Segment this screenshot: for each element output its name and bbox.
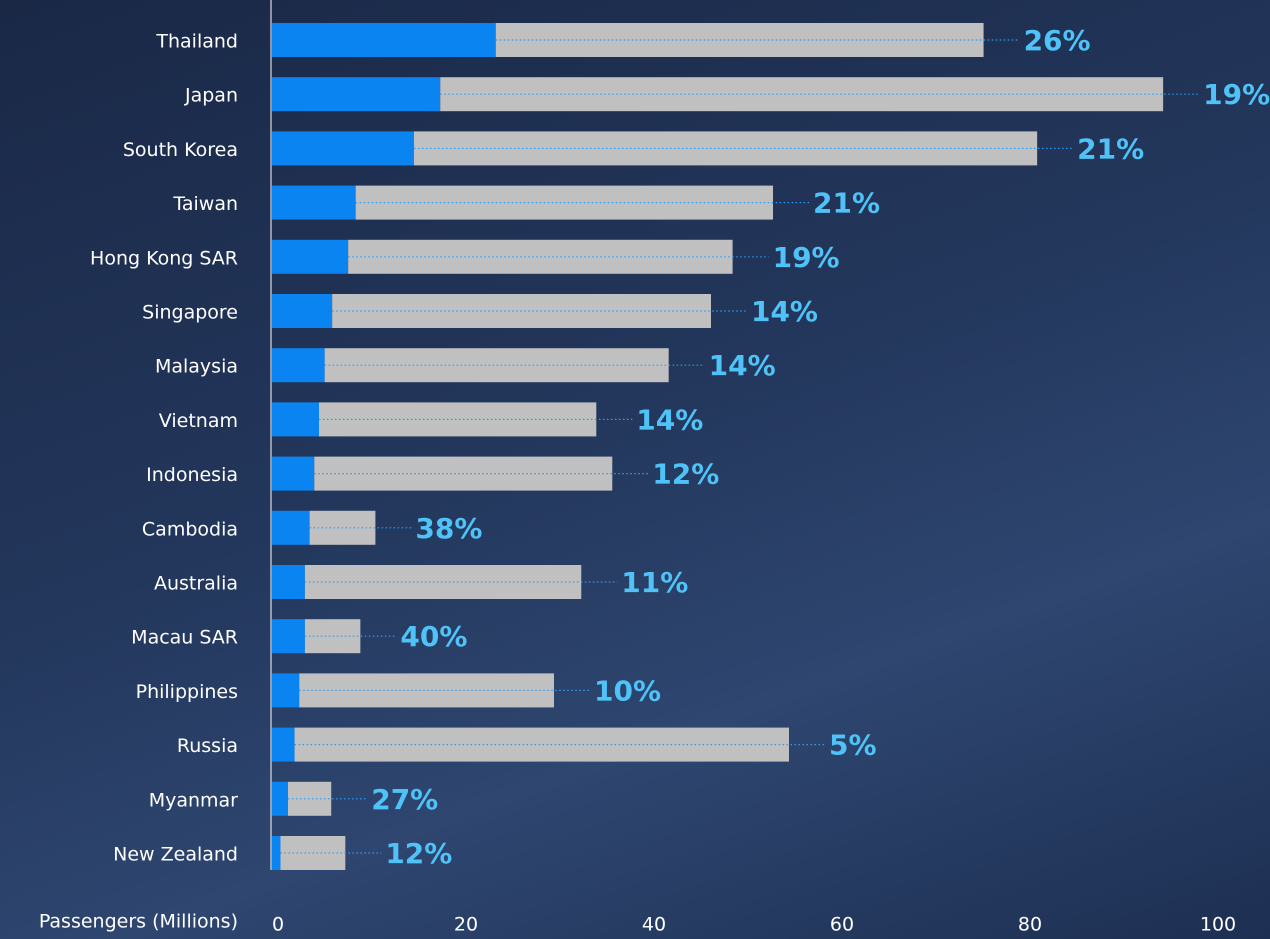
bar-segment xyxy=(272,727,295,762)
bar-segment xyxy=(272,565,305,599)
percent-label: 14% xyxy=(709,349,776,382)
bar-segment xyxy=(272,239,349,274)
y-tick-label: Malaysia xyxy=(155,356,238,378)
y-tick-label: Philippines xyxy=(136,681,238,703)
y-tick-label: Singapore xyxy=(142,302,238,324)
bar-segment xyxy=(272,348,325,383)
y-tick-label: Taiwan xyxy=(172,193,238,215)
bar-segment xyxy=(272,836,281,870)
bar-segment xyxy=(272,185,356,220)
y-tick-label: Australia xyxy=(154,573,238,595)
x-tick-label: 80 xyxy=(1018,914,1042,936)
y-tick-label: Macau SAR xyxy=(131,627,238,649)
x-tick-label: 40 xyxy=(642,914,666,936)
y-tick-label: New Zealand xyxy=(113,844,238,866)
y-tick-label: South Korea xyxy=(123,139,238,161)
bar-segment xyxy=(304,565,582,599)
bar-segment xyxy=(413,131,1038,166)
bar-segment xyxy=(272,781,288,816)
bar-segment xyxy=(319,402,597,437)
bar-segment xyxy=(272,23,496,57)
percent-label: 40% xyxy=(400,620,467,653)
percent-label: 19% xyxy=(773,241,840,274)
percent-label: 27% xyxy=(371,783,438,816)
percent-label: 11% xyxy=(621,566,688,599)
y-tick-label: Thailand xyxy=(155,31,238,53)
y-tick-label: Russia xyxy=(177,735,238,757)
x-tick-label: 0 xyxy=(272,914,284,936)
percent-label: 19% xyxy=(1203,78,1270,111)
bar-segment xyxy=(272,131,414,166)
bar-segment xyxy=(272,77,441,112)
x-axis-title: Passengers (Millions) xyxy=(39,911,238,933)
percent-label: 12% xyxy=(652,458,719,491)
y-tick-label: Hong Kong SAR xyxy=(90,247,238,269)
percent-label: 21% xyxy=(1077,132,1144,165)
percent-label: 5% xyxy=(829,729,877,762)
bar-segment xyxy=(272,619,305,654)
bar-segment xyxy=(272,456,315,491)
percent-label: 38% xyxy=(415,512,482,545)
percent-label: 10% xyxy=(594,674,661,707)
x-tick-label: 60 xyxy=(830,914,854,936)
percent-label: 14% xyxy=(636,403,703,436)
y-tick-label: Indonesia xyxy=(146,464,238,486)
percent-label: 12% xyxy=(385,837,452,870)
y-tick-label: Cambodia xyxy=(142,518,238,540)
y-tick-label: Myanmar xyxy=(149,789,238,811)
y-tick-label: Vietnam xyxy=(159,410,238,432)
y-tick-label: Japan xyxy=(184,85,238,107)
percent-label: 14% xyxy=(751,295,818,328)
bar-segment xyxy=(272,510,310,545)
bar-segment xyxy=(272,402,319,437)
percent-label: 26% xyxy=(1024,24,1091,57)
bar-segment xyxy=(272,673,300,708)
percent-label: 21% xyxy=(813,187,880,220)
bar-segment xyxy=(272,294,333,328)
x-tick-label: 100 xyxy=(1200,914,1236,936)
x-tick-label: 20 xyxy=(454,914,478,936)
